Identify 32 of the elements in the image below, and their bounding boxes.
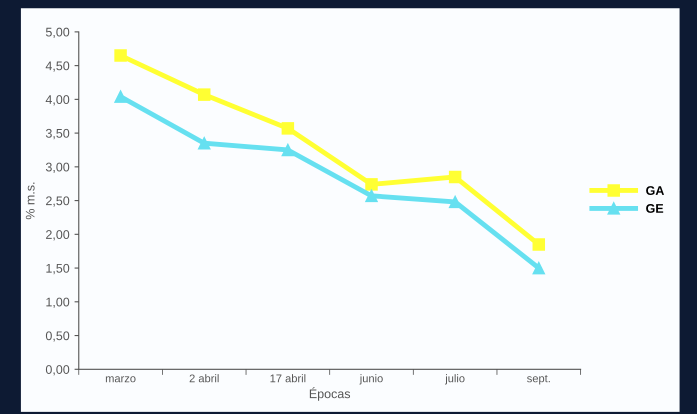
y-tick-label: 1,00 (46, 298, 70, 308)
point (448, 170, 462, 184)
x-tick-label: julio (444, 374, 465, 385)
point (198, 136, 210, 150)
x-tick-label: marzo (106, 376, 136, 382)
y-tick-label: 1,50 (46, 264, 70, 274)
point (365, 190, 378, 202)
point (114, 49, 127, 62)
y-tick-label: 4,00 (46, 95, 70, 106)
point (282, 144, 294, 156)
y-tick-label: 2,00 (46, 230, 70, 240)
legend-label: GA (646, 186, 664, 195)
point (198, 88, 210, 101)
point (282, 122, 294, 135)
y-axis-title: % m.s. (26, 182, 35, 220)
y-tick-label: 5,00 (46, 28, 70, 38)
x-axis-title: Épocas (310, 387, 350, 401)
point (532, 262, 546, 274)
legend-label: GE (646, 204, 664, 213)
point (532, 238, 546, 251)
y-tick-label: 3,00 (46, 162, 70, 173)
y-tick-label: 0,00 (46, 365, 70, 376)
point (114, 90, 127, 103)
y-tick-label: 0,50 (46, 331, 70, 342)
y-tick-label: 3,50 (46, 128, 70, 140)
y-tick-label: 4,50 (46, 61, 70, 72)
x-tick-label: 2 abril (190, 374, 219, 382)
y-tick-label: 2,50 (46, 196, 70, 207)
x-tick-label: sept. (527, 375, 550, 385)
x-tick-label: junio (359, 374, 383, 385)
point (365, 178, 378, 191)
x-tick-label: 17 abril (270, 374, 306, 382)
